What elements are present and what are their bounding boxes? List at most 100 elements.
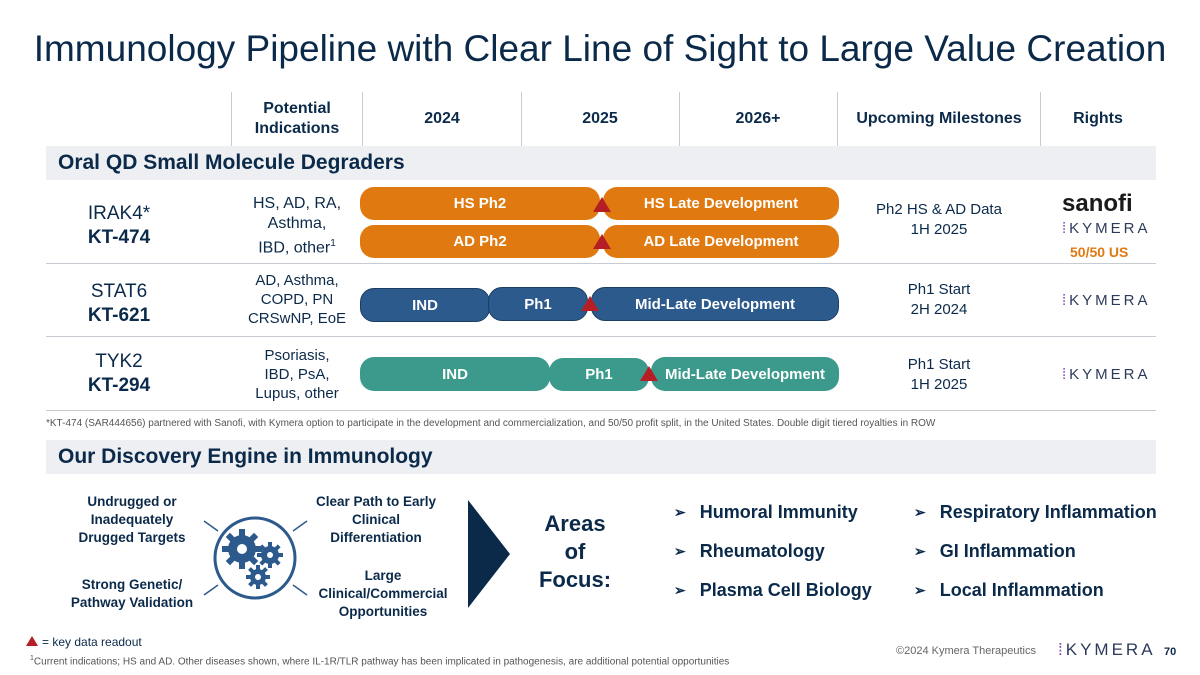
drug-tyk2: TYK2 KT-294 bbox=[54, 350, 184, 398]
milestone-line: 1H 2025 bbox=[910, 376, 968, 393]
indication-line: Asthma, bbox=[267, 215, 327, 232]
kymera-mark-icon: ⁞ bbox=[1058, 640, 1066, 659]
discovery-line: Pathway Validation bbox=[70, 595, 194, 610]
footer-kymera-logo: ⁞KYMERA bbox=[1058, 640, 1156, 660]
readout-marker-icon bbox=[593, 234, 611, 249]
page-title: Immunology Pipeline with Clear Line of S… bbox=[33, 28, 1167, 69]
row-divider bbox=[46, 410, 1156, 411]
focus-label: Local Inflammation bbox=[939, 580, 1104, 600]
focus-label: Rheumatology bbox=[699, 541, 825, 561]
discovery-line: Clear Path to Early bbox=[315, 494, 437, 509]
discovery-line: Undrugged or bbox=[87, 494, 177, 509]
discovery-bottom-left: Strong Genetic/ Pathway Validation bbox=[58, 576, 206, 612]
kymera-text: KYMERA bbox=[1065, 640, 1156, 659]
kymera-logo: ⁞KYMERA bbox=[1062, 220, 1151, 237]
focus-label: GI Inflammation bbox=[939, 541, 1076, 561]
divider bbox=[837, 92, 838, 146]
readout-marker-icon bbox=[581, 296, 599, 311]
discovery-line: Strong Genetic/ bbox=[81, 577, 183, 592]
header-2024: 2024 bbox=[424, 110, 460, 127]
focus-item: ➢ Respiratory Inflammation bbox=[914, 502, 1157, 523]
kymera-text: KYMERA bbox=[1069, 220, 1151, 237]
kymera-mark-icon: ⁞ bbox=[1062, 220, 1070, 237]
bar-tyk2-midlate: Mid-Late Development bbox=[651, 357, 839, 391]
focus-item: ➢ Local Inflammation bbox=[914, 580, 1104, 601]
drug-code: KT-621 bbox=[87, 305, 151, 326]
gears-icon bbox=[203, 516, 308, 600]
discovery-line: Clinical/Commercial bbox=[318, 586, 448, 601]
indication-line: Lupus, other bbox=[255, 385, 339, 402]
drug-code: KT-474 bbox=[87, 227, 151, 248]
readout-marker-icon bbox=[593, 197, 611, 212]
drug-target: STAT6 bbox=[90, 281, 148, 302]
header-milestones: Upcoming Milestones bbox=[856, 110, 1022, 127]
areas-line: Focus: bbox=[538, 567, 612, 592]
discovery-line: Large bbox=[364, 568, 402, 583]
bar-hs-ph2: HS Ph2 bbox=[360, 187, 600, 220]
copyright: ©2024 Kymera Therapeutics bbox=[896, 645, 1036, 657]
focus-label: Respiratory Inflammation bbox=[939, 502, 1157, 522]
footnote-text: Current indications; HS and AD. Other di… bbox=[33, 656, 730, 668]
readout-marker-icon bbox=[640, 366, 658, 381]
bottom-footnote: 1Current indications; HS and AD. Other d… bbox=[30, 655, 729, 667]
bar-stat6-midlate: Mid-Late Development bbox=[591, 287, 839, 321]
bar-ad-ph2: AD Ph2 bbox=[360, 225, 600, 258]
divider bbox=[362, 92, 363, 146]
indication-line: IBD, other1 bbox=[232, 234, 362, 258]
discovery-bottom-right: Large Clinical/Commercial Opportunities bbox=[308, 567, 458, 621]
focus-item: ➢ Humoral Immunity bbox=[674, 502, 858, 523]
drug-code: KT-294 bbox=[87, 375, 151, 396]
header-rights: Rights bbox=[1073, 110, 1123, 127]
indication-line: AD, Asthma, bbox=[255, 272, 339, 289]
milestone-line: 1H 2025 bbox=[910, 221, 968, 238]
areas-line: Areas bbox=[544, 511, 606, 536]
header-2025: 2025 bbox=[582, 110, 618, 127]
drug-stat6: STAT6 KT-621 bbox=[54, 280, 184, 328]
divider bbox=[521, 92, 522, 146]
footnote-marker: 1 bbox=[30, 655, 34, 662]
indication-line: Psoriasis, bbox=[264, 347, 330, 364]
bar-hs-late: HS Late Development bbox=[603, 187, 839, 220]
header-indications: Potential Indications bbox=[254, 100, 340, 137]
milestone-stat6: Ph1 Start 2H 2024 bbox=[838, 280, 1040, 320]
milestone-line: Ph1 Start bbox=[907, 356, 971, 373]
indication-line: CRSwNP, EoE bbox=[247, 310, 347, 327]
discovery-line: Differentiation bbox=[330, 530, 422, 545]
bar-stat6-ind: IND bbox=[360, 288, 490, 322]
milestone-line: 2H 2024 bbox=[910, 301, 968, 318]
drug-target: TYK2 bbox=[95, 351, 143, 372]
legend-text: = key data readout bbox=[42, 635, 142, 649]
indication-line: HS, AD, RA, bbox=[252, 195, 342, 212]
discovery-top-left: Undrugged or Inadequately Drugged Target… bbox=[62, 493, 202, 547]
divider bbox=[231, 92, 232, 146]
bar-ad-late: AD Late Development bbox=[603, 225, 839, 258]
indications-stat6: AD, Asthma, COPD, PN CRSwNP, EoE bbox=[232, 271, 362, 328]
legend-marker-icon bbox=[26, 636, 38, 646]
discovery-line: Drugged Targets bbox=[78, 530, 186, 545]
bar-stat6-ph1: Ph1 bbox=[488, 287, 588, 321]
discovery-line: Opportunities bbox=[338, 604, 428, 619]
focus-item: ➢ Plasma Cell Biology bbox=[674, 580, 872, 601]
kymera-text: KYMERA bbox=[1069, 366, 1151, 383]
discovery-line: Inadequately bbox=[90, 512, 174, 527]
section-title-degraders: Oral QD Small Molecule Degraders bbox=[46, 146, 1156, 180]
divider bbox=[679, 92, 680, 146]
bar-tyk2-ind: IND bbox=[360, 357, 550, 391]
row-divider bbox=[46, 263, 1156, 264]
footnote-marker: 1 bbox=[330, 238, 336, 249]
rights-note: 50/50 US bbox=[1070, 244, 1129, 260]
page-number: 70 bbox=[1164, 646, 1177, 658]
focus-item: ➢ Rheumatology bbox=[674, 541, 825, 562]
kymera-logo: ⁞KYMERA bbox=[1062, 292, 1151, 309]
milestone-line: Ph1 Start bbox=[907, 281, 971, 298]
partner-footnote: *KT-474 (SAR444656) partnered with Sanof… bbox=[46, 418, 936, 429]
arrow-bullet-icon: ➢ bbox=[914, 504, 926, 520]
focus-label: Humoral Immunity bbox=[699, 502, 858, 522]
row-divider bbox=[46, 336, 1156, 337]
arrow-bullet-icon: ➢ bbox=[914, 582, 926, 598]
indications-tyk2: Psoriasis, IBD, PsA, Lupus, other bbox=[232, 346, 362, 403]
arrow-bullet-icon: ➢ bbox=[914, 543, 926, 559]
divider bbox=[1040, 92, 1041, 146]
milestone-irak4: Ph2 HS & AD Data 1H 2025 bbox=[838, 200, 1040, 240]
milestone-tyk2: Ph1 Start 1H 2025 bbox=[838, 355, 1040, 395]
